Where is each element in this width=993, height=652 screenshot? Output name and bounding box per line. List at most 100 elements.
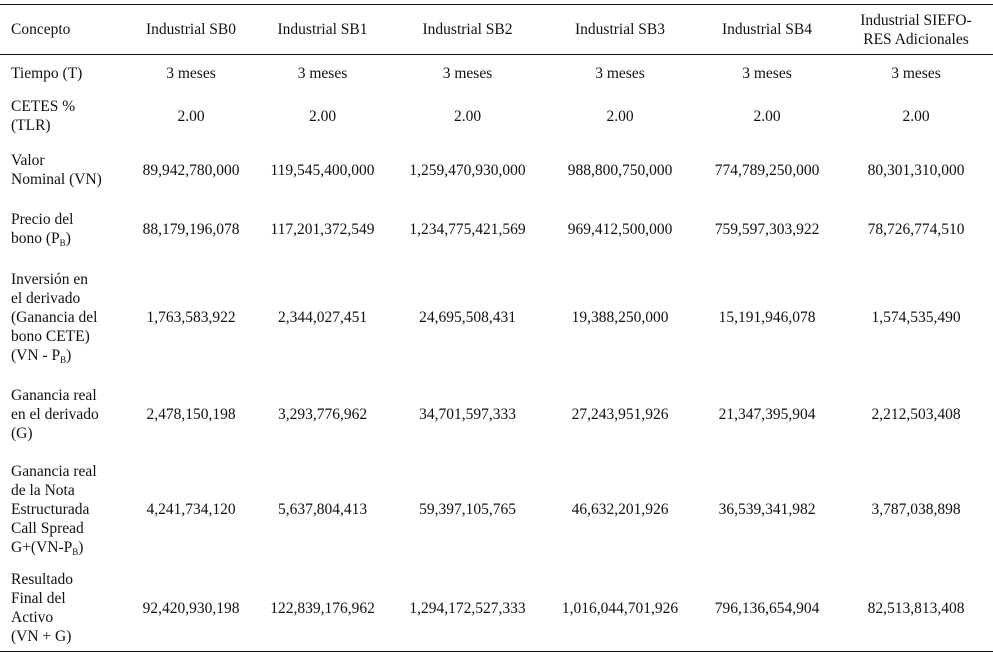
table-row-resultado-final: Resultado Final del Activo (VN + G) 92,4…: [0, 565, 993, 652]
row-label: CETES % (TLR): [0, 91, 127, 141]
label-line: (G): [11, 424, 33, 442]
column-header-sb1: Industrial SB1: [277, 21, 368, 38]
table-row-ganancia-derivado: Ganancia real en el derivado (G) 2,478,1…: [0, 375, 993, 453]
column-header-concepto: Concepto: [11, 21, 71, 38]
row-label: Tiempo (T): [11, 64, 83, 82]
table-cell: 88,179,196,078: [142, 220, 240, 238]
row-label: Valor Nominal (VN): [0, 141, 127, 199]
table-cell: 27,243,951,926: [571, 405, 669, 423]
label-line: en el derivado: [11, 405, 99, 423]
table-cell: 1,234,775,421,569: [409, 220, 526, 238]
table-cell: 19,388,250,000: [571, 308, 669, 326]
subscript: B: [60, 354, 67, 365]
table-cell: 59,397,105,765: [419, 500, 516, 518]
label-text: ): [66, 346, 72, 364]
table-cell: 117,201,372,549: [270, 220, 375, 238]
header-row: Concepto Industrial SB0 Industrial SB1 I…: [0, 4, 993, 55]
label-line: (VN - PB): [11, 346, 127, 365]
table-cell: 92,420,930,198: [142, 599, 240, 617]
subscript: B: [72, 546, 79, 557]
table-cell: 3 meses: [442, 64, 493, 82]
table-cell: 78,726,774,510: [867, 220, 965, 238]
table-cell: 3 meses: [166, 64, 216, 82]
table-cell: 774,789,250,000: [714, 161, 820, 179]
table-cell: 988,800,750,000: [567, 161, 673, 179]
table-cell: 82,513,813,408: [867, 599, 965, 617]
column-header-siefores-adicionales: Industrial SIEFO- RES Adicionales: [839, 5, 993, 55]
table-row-precio-bono: Precio del bono (PB) 88,179,196,078 117,…: [0, 199, 993, 259]
label-line: Precio del: [11, 211, 74, 228]
label-line: Activo: [11, 609, 54, 626]
table-cell: 1,574,535,490: [871, 308, 961, 326]
table-cell: 3 meses: [595, 64, 645, 82]
table-cell: 3 meses: [297, 64, 348, 82]
table-cell: 80,301,310,000: [867, 161, 965, 179]
label-line: Valor: [11, 152, 45, 169]
table-cell: 3 meses: [891, 64, 941, 82]
table-cell: 46,632,201,926: [571, 500, 669, 518]
table-cell: 15,191,946,078: [718, 308, 816, 326]
label-line: de la Nota: [11, 481, 75, 499]
label-line: Estructurada: [11, 500, 90, 518]
label-line: Ganancia real: [11, 462, 97, 480]
column-header-sb0: Industrial SB0: [146, 21, 236, 38]
table-cell: 122,839,176,962: [270, 599, 375, 617]
table-cell: 119,545,400,000: [270, 161, 375, 179]
table-row-cetes: CETES % (TLR) 2.00 2.00 2.00 2.00 2.00 2…: [0, 91, 993, 141]
table-row-valor-nominal: Valor Nominal (VN) 89,942,780,000 119,54…: [0, 141, 993, 199]
label-line: (TLR): [11, 117, 51, 134]
label-line: Resultado: [11, 571, 73, 588]
label-text: ): [78, 538, 84, 556]
table-cell: 2,344,027,451: [277, 308, 368, 326]
table-cell: 2.00: [902, 107, 930, 125]
label-line: Final del: [11, 590, 66, 607]
label-line: (Ganancia del: [11, 308, 98, 326]
row-label: Resultado Final del Activo (VN + G): [0, 565, 127, 652]
structured-note-results-table: Concepto Industrial SB0 Industrial SB1 I…: [0, 4, 993, 652]
table-cell: 1,259,470,930,000: [409, 161, 526, 179]
label-line: Inversión en: [11, 270, 89, 288]
table-cell: 759,597,303,922: [714, 220, 820, 238]
table-cell: 3 meses: [742, 64, 792, 82]
table-cell: 2.00: [308, 107, 337, 125]
table-row-ganancia-nota: Ganancia real de la Nota Estructurada Ca…: [0, 453, 993, 565]
column-header-sb3: Industrial SB3: [575, 21, 665, 38]
table-cell: 2,212,503,408: [871, 405, 961, 423]
label-text: ): [65, 230, 71, 247]
header-line: Industrial SIEFO-: [860, 11, 972, 29]
table-cell: 969,412,500,000: [567, 220, 673, 238]
table-cell: 1,763,583,922: [146, 308, 236, 326]
row-label: Ganancia real de la Nota Estructurada Ca…: [0, 453, 127, 565]
table-cell: 2.00: [453, 107, 482, 125]
label-text: bono (P: [11, 230, 60, 247]
table-row-tiempo: Tiempo (T) 3 meses 3 meses 3 meses 3 mes…: [0, 55, 993, 92]
column-header-sb4: Industrial SB4: [722, 21, 812, 38]
label-line: bono (PB): [11, 229, 127, 248]
column-header-sb2: Industrial SB2: [422, 21, 513, 38]
results-table-container: Concepto Industrial SB0 Industrial SB1 I…: [0, 4, 993, 652]
label-line: el derivado: [11, 289, 81, 307]
table-cell: 2.00: [177, 107, 205, 125]
row-label: Precio del bono (PB): [0, 199, 127, 259]
label-text: (VN - P: [11, 346, 61, 364]
table-cell: 2,478,150,198: [146, 405, 236, 423]
subscript: B: [59, 238, 66, 248]
table-cell: 21,347,395,904: [718, 405, 816, 423]
table-cell: 5,637,804,413: [277, 500, 368, 518]
table-cell: 3,293,776,962: [277, 405, 368, 423]
table-cell: 796,136,654,904: [714, 599, 820, 617]
table-cell: 1,294,172,527,333: [409, 599, 526, 617]
table-cell: 89,942,780,000: [142, 161, 240, 179]
table-cell: 36,539,341,982: [718, 500, 816, 518]
table-cell: 34,701,597,333: [419, 405, 516, 423]
table-cell: 4,241,734,120: [146, 500, 236, 518]
table-row-inversion-derivado: Inversión en el derivado (Ganancia del b…: [0, 259, 993, 375]
label-line: bono CETE): [11, 327, 90, 345]
label-line: G+(VN-PB): [11, 538, 127, 557]
table-cell: 24,695,508,431: [419, 308, 516, 326]
label-line: Call Spread: [11, 519, 84, 537]
table-cell: 2.00: [606, 107, 634, 125]
table-cell: 1,016,044,701,926: [561, 599, 679, 617]
label-line: (VN + G): [11, 628, 72, 645]
table-cell: 2.00: [753, 107, 781, 125]
